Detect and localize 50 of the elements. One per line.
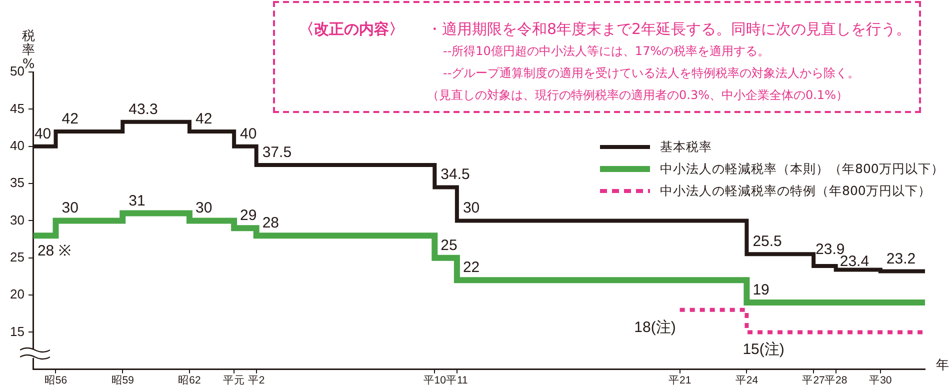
x-tick-label: 平10 xyxy=(423,374,446,387)
data-label: 22 xyxy=(462,259,480,276)
data-label: 15(注) xyxy=(742,341,784,358)
x-tick-label: 平28 xyxy=(824,374,848,387)
data-label: 25 xyxy=(440,236,458,254)
data-label: 37.5 xyxy=(262,144,292,161)
data-label: 40 xyxy=(240,125,257,142)
x-tick-label: 平11 xyxy=(446,374,468,387)
y-tick-label: 15 xyxy=(10,324,24,339)
data-label: 40 xyxy=(34,125,52,142)
y-tick-label: 25 xyxy=(10,249,24,264)
data-label: 29 xyxy=(240,207,257,224)
x-tick-label: 平24 xyxy=(735,374,758,387)
data-label: 19 xyxy=(752,281,770,298)
y-tick-label: 40 xyxy=(10,138,24,153)
y-tick-label: 30 xyxy=(10,212,24,228)
data-label: 42 xyxy=(62,110,78,128)
x-tick-label: 平30 xyxy=(869,374,892,387)
annotation: --グループ通算制度の適用を受けている法人を特例税率の対象法人から除く。 xyxy=(443,65,860,82)
x-tick-label: 昭62 xyxy=(178,374,201,387)
x-tick-label: 昭59 xyxy=(111,374,134,387)
text: 〈改正の内容〉 xyxy=(299,20,404,39)
data-label: 28 ※ xyxy=(37,242,72,260)
legend-label: 中小法人の軽減税率（本則）（年800万円以下） xyxy=(660,160,944,178)
data-label: 43.3 xyxy=(128,100,158,118)
data-label: 31 xyxy=(128,192,146,210)
x-tick-label: 平27 xyxy=(802,374,826,387)
annotation: （見直しの対象は、現行の特例税率の適用者の0.3%、中小企業全体の0.1%） xyxy=(427,87,848,104)
text: --所得10億円超の中小法人等には、17%の税率を適用する。 xyxy=(443,43,770,60)
y-tick-label: 20 xyxy=(10,286,24,302)
data-label: 30 xyxy=(462,200,480,217)
x-axis-title: 年 xyxy=(936,357,949,374)
y-tick-label: 35 xyxy=(10,175,24,190)
data-label: 30 xyxy=(195,200,212,217)
x-tick-label: 平21 xyxy=(668,374,692,387)
data-label: 18(注) xyxy=(634,318,676,336)
y-tick-label: 45 xyxy=(10,100,24,116)
x-tick-label: 平2 xyxy=(248,374,265,387)
data-label: 28 xyxy=(262,214,280,232)
data-label: 23.2 xyxy=(886,250,916,268)
data-label: 34.5 xyxy=(440,166,470,184)
x-tick-label: 平元 xyxy=(223,374,246,387)
data-label: 30 xyxy=(62,200,78,217)
legend-label: 中小法人の軽減税率の特例（年800万円以下） xyxy=(660,182,931,200)
data-label: 25.5 xyxy=(752,233,782,250)
text: ・適用期限を令和8年度末まで2年延長する。同時に次の見直しを行う。 xyxy=(427,20,912,39)
legend-label: 基本税率 xyxy=(660,138,712,156)
x-tick-label: 昭56 xyxy=(44,374,68,387)
y-tick-label: 50 xyxy=(10,64,24,79)
data-label: 42 xyxy=(195,110,212,128)
